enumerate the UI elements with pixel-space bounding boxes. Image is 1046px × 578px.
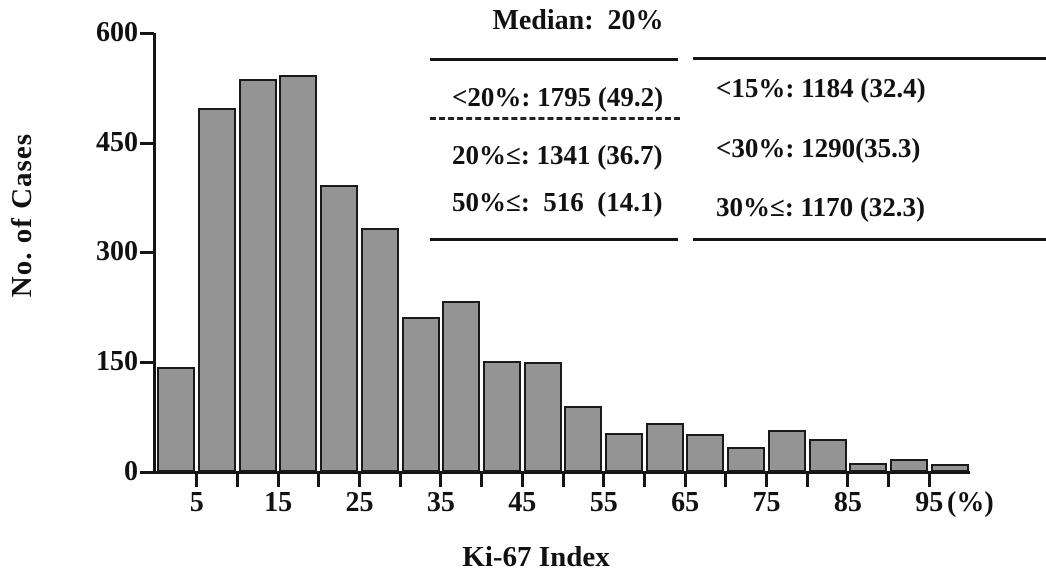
x-tick — [317, 474, 321, 487]
x-tick — [276, 474, 280, 487]
left-table-row-lt20: <20%: 1795 (49.2) — [452, 82, 664, 112]
histogram-bar — [401, 317, 440, 472]
x-tick — [235, 474, 239, 487]
left-table-top-rule — [430, 58, 678, 61]
x-tick-label: 25 — [345, 487, 374, 518]
histogram-bar — [605, 433, 644, 472]
x-tick — [724, 474, 728, 487]
x-tick-label: 45 — [508, 487, 537, 518]
x-tick-label: 65 — [671, 487, 700, 518]
histogram-bar — [686, 434, 725, 472]
histogram-bar — [320, 185, 359, 472]
right-table-row-ge30: 30%≤: 1170 (32.3) — [716, 192, 926, 222]
x-axis-unit-label: (%) — [947, 487, 994, 518]
histogram-bar — [157, 367, 196, 472]
right-table-bottom-rule — [693, 238, 1046, 241]
y-tick-label: 600 — [96, 17, 138, 48]
histogram-bar — [198, 108, 237, 472]
x-tick — [765, 474, 768, 487]
histogram-bar — [930, 464, 969, 472]
x-tick — [805, 474, 809, 487]
histogram-bar — [564, 406, 603, 472]
x-tick — [642, 474, 646, 487]
histogram-bar — [238, 79, 277, 472]
x-tick — [358, 474, 361, 487]
x-tick-label: 35 — [426, 487, 455, 518]
x-tick — [602, 474, 606, 487]
histogram-bar — [360, 228, 399, 472]
left-table-row-ge50: 50%≤: 516 (14.1) — [452, 187, 663, 217]
x-tick-label: 85 — [833, 487, 862, 518]
x-tick — [561, 474, 565, 487]
histogram-bar — [889, 459, 928, 472]
x-tick — [846, 474, 850, 487]
x-tick — [195, 474, 199, 487]
histogram-bar — [727, 447, 766, 472]
median-header: Median: 20% — [492, 5, 664, 36]
x-axis-title: Ki-67 Index — [462, 541, 610, 573]
x-axis-line — [140, 471, 970, 474]
y-tick — [140, 32, 154, 35]
left-table-bottom-rule — [430, 238, 678, 241]
histogram-bar — [767, 430, 806, 472]
y-tick-label: 150 — [96, 346, 138, 377]
x-tick — [927, 474, 931, 487]
histogram-bar — [523, 362, 562, 472]
x-tick-label: 5 — [189, 487, 204, 518]
y-tick-label: 450 — [96, 127, 138, 158]
y-tick — [140, 471, 154, 474]
x-tick — [887, 474, 891, 487]
histogram-bar — [808, 439, 847, 472]
y-tick — [140, 142, 154, 145]
histogram-bar — [849, 463, 888, 472]
left-table-row-ge20: 20%≤: 1341 (36.7) — [452, 140, 663, 170]
right-table-row-lt30: <30%: 1290(35.3) — [716, 133, 921, 163]
x-tick-label: 75 — [752, 487, 781, 518]
histogram-bar — [645, 423, 684, 472]
right-table-row-lt15: <15%: 1184 (32.4) — [716, 73, 926, 103]
left-table-dashed-rule — [430, 117, 680, 120]
x-tick-label: 15 — [264, 487, 293, 518]
x-tick — [683, 474, 687, 487]
right-table-top-rule — [693, 57, 1046, 60]
histogram-bar — [482, 361, 521, 472]
y-tick-label: 0 — [124, 456, 138, 487]
x-tick-label: 55 — [589, 487, 618, 518]
y-tick-label: 300 — [96, 236, 138, 267]
y-tick — [140, 361, 154, 364]
x-tick — [439, 474, 443, 487]
x-tick — [520, 474, 524, 487]
x-tick — [480, 474, 484, 487]
histogram-bar — [279, 75, 318, 472]
histogram-bar — [442, 301, 481, 472]
y-axis-line — [153, 33, 156, 474]
x-tick-label: 95 — [915, 487, 944, 518]
x-tick — [398, 474, 402, 487]
y-tick — [140, 251, 154, 254]
